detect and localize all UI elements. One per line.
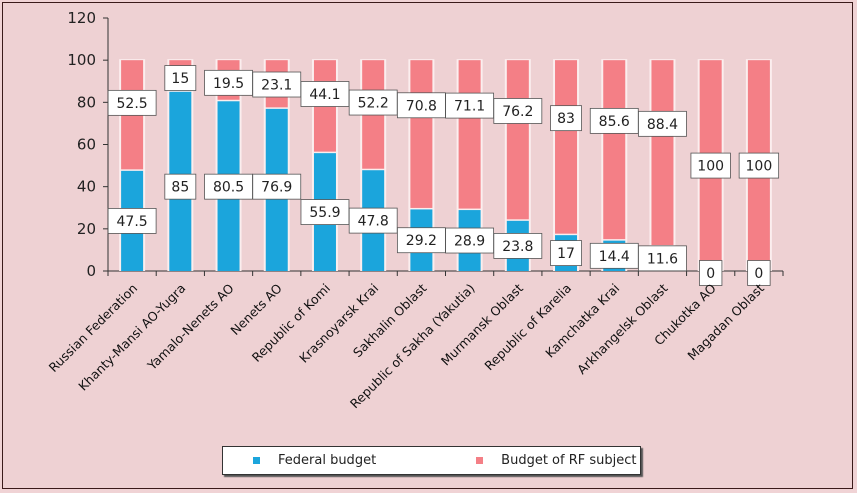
data-label-federal-box [747, 260, 771, 286]
data-label-federal: 55.9 [309, 205, 340, 221]
data-label-federal: 80.5 [213, 180, 244, 196]
y-tick-label: 120 [67, 9, 96, 27]
legend: Federal budget Budget of RF subject [222, 446, 641, 475]
data-label-federal-box [252, 173, 302, 200]
bar-subject [603, 60, 626, 240]
x-tick-label: Murmansk Oblast [438, 280, 526, 368]
legend-swatch-federal [253, 457, 260, 464]
y-tick-label: 80 [77, 93, 96, 111]
data-label-subject: 76.2 [502, 104, 533, 120]
data-label-federal: 23.8 [502, 239, 533, 255]
data-label-subject-box [204, 69, 253, 96]
bar-subject [410, 60, 433, 208]
y-tick-label: 0 [86, 262, 96, 280]
data-label-subject: 44.1 [309, 87, 340, 103]
data-label-federal: 0 [754, 266, 763, 282]
data-label-federal: 11.6 [647, 251, 678, 267]
data-label-subject-box [107, 89, 157, 116]
data-label-subject: 19.5 [213, 76, 244, 92]
data-label-federal: 85 [171, 180, 189, 196]
y-tick-label: 40 [77, 178, 96, 196]
bar-subject [651, 60, 674, 246]
data-label-federal-box [589, 242, 639, 269]
data-label-subject: 52.2 [358, 96, 389, 112]
data-label-subject-box [738, 152, 780, 179]
data-label-subject-box [638, 110, 687, 137]
data-label-federal-box [493, 233, 543, 259]
bar-subject [506, 60, 529, 220]
legend-label-subject: Budget of RF subject [501, 453, 637, 468]
data-label-subject: 70.8 [406, 98, 437, 114]
data-label-federal-box [107, 208, 157, 234]
data-label-federal-box [550, 240, 582, 266]
y-tick-label: 60 [77, 136, 96, 154]
bar-subject [555, 60, 578, 234]
legend-label-federal: Federal budget [278, 453, 377, 468]
data-label-federal: 0 [706, 266, 715, 282]
data-label-subject-box [493, 98, 543, 124]
data-label-subject-box [445, 92, 495, 119]
y-tick-label: 100 [67, 51, 96, 69]
x-tick-label: Arkhangelsk Oblast [574, 280, 671, 377]
data-label-subject-box [252, 71, 302, 98]
legend-item-federal: Federal budget [253, 453, 376, 468]
y-tick-label: 20 [77, 220, 96, 238]
data-label-subject: 23.1 [261, 78, 292, 94]
x-tick-label: Russian Federation [46, 281, 141, 376]
data-label-federal-box [348, 207, 398, 234]
data-label-federal-box [445, 227, 495, 254]
data-label-subject-box [396, 92, 446, 119]
data-label-federal-box [300, 199, 350, 225]
data-label-subject: 85.6 [599, 114, 630, 130]
data-label-subject: 71.1 [454, 99, 485, 115]
data-label-subject-box [164, 65, 197, 91]
data-label-subject: 88.4 [647, 117, 678, 133]
data-label-subject: 83 [557, 111, 575, 127]
data-label-federal: 17 [557, 246, 575, 262]
data-label-subject-box [348, 89, 398, 116]
data-label-subject-box [550, 105, 582, 132]
data-label-federal: 76.9 [261, 180, 292, 196]
legend-item-subject: Budget of RF subject [476, 453, 637, 468]
legend-swatch-subject [476, 457, 484, 464]
data-label-subject-box [690, 152, 731, 179]
data-label-federal: 29.2 [406, 233, 437, 249]
x-tick-label: Yamalo-Nenets AO [144, 280, 237, 373]
data-label-federal-box [638, 245, 687, 272]
data-label-subject-box [589, 107, 639, 134]
data-label-subject: 52.5 [117, 96, 148, 112]
data-label-subject: 100 [746, 159, 773, 175]
bar-subject [458, 60, 481, 209]
data-label-federal: 47.5 [117, 214, 148, 230]
data-label-federal-box [164, 173, 197, 200]
data-label-federal: 47.8 [358, 214, 389, 230]
data-label-federal: 28.9 [454, 234, 485, 250]
data-label-subject: 15 [171, 71, 189, 87]
data-label-subject: 100 [697, 159, 724, 175]
x-tick-label: Republic of Karelia [481, 281, 574, 374]
data-label-federal: 14.4 [599, 249, 630, 265]
data-label-federal-box [699, 260, 723, 286]
